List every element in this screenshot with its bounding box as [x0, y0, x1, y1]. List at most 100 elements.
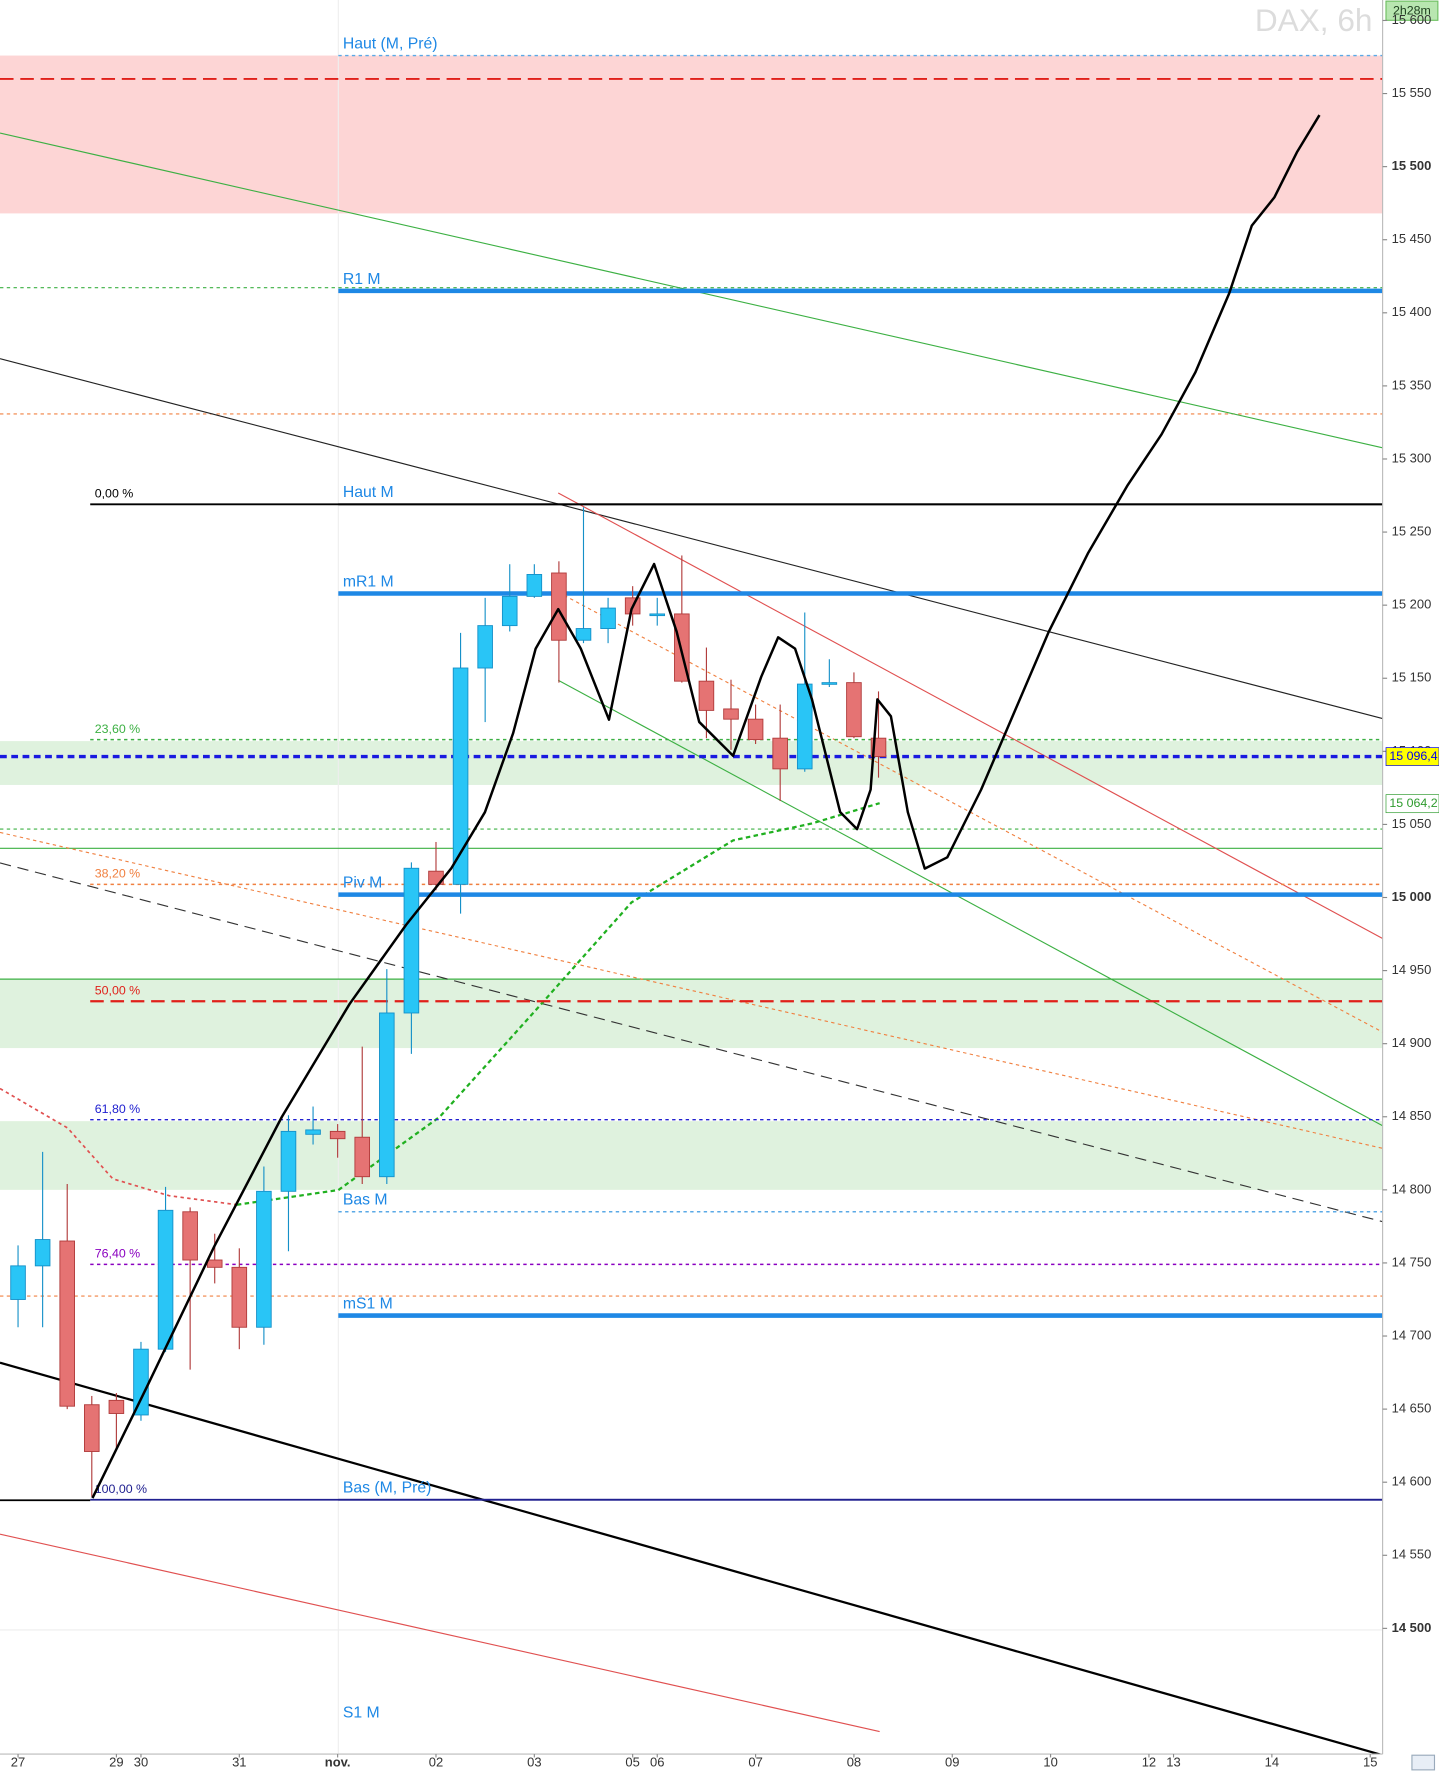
y-tick-label: 15 500: [1392, 158, 1432, 173]
level-label: R1 M: [343, 271, 381, 288]
x-tick-label: 06: [650, 1755, 664, 1770]
level-label: Piv M: [343, 874, 382, 891]
price-label: 15 096,4: [1389, 749, 1437, 763]
level-label: Haut (M, Pré): [343, 35, 438, 52]
level-label: 38,20 %: [95, 866, 140, 880]
candle-body: [698, 680, 715, 711]
y-tick-label: 14 850: [1392, 1108, 1432, 1123]
x-tick-label: 08: [847, 1755, 861, 1770]
y-tick-label: 15 550: [1392, 85, 1432, 100]
candles: [10, 507, 887, 1497]
candle-body: [59, 1240, 75, 1407]
y-tick-label: 14 900: [1392, 1035, 1432, 1050]
y-tick-label: 14 950: [1392, 962, 1432, 977]
trend-line: [0, 1533, 880, 1733]
y-tick-label: 14 600: [1392, 1474, 1432, 1489]
candle-body: [157, 1209, 174, 1350]
y-tick-label: 15 400: [1392, 304, 1432, 319]
candle-body: [133, 1348, 149, 1416]
level-label: 23,60 %: [95, 722, 140, 736]
x-tick-label: 10: [1043, 1755, 1057, 1770]
x-tick-label: 30: [134, 1755, 148, 1770]
x-tick-label: 14: [1265, 1755, 1279, 1770]
x-tick-label: 15: [1363, 1755, 1377, 1770]
drawings: [0, 78, 1383, 1757]
axes: 15 600 15 550 15 500 15 450 15 400 15 350 15 3…: [11, 12, 1439, 1770]
y-tick-label: 15 300: [1392, 450, 1432, 465]
price-label: 15 064,2: [1389, 796, 1437, 810]
candle-body: [649, 613, 666, 617]
y-tick-label: 15 150: [1392, 670, 1432, 685]
level-label: 0,00 %: [95, 486, 134, 500]
y-tick-label: 14 800: [1392, 1181, 1432, 1196]
timer-box: [1385, 0, 1439, 21]
candle-body: [477, 625, 493, 669]
levels: 0,00 % 23,60 % 38,20 % 50,00 % 61,80 % 76,40 …: [0, 35, 1383, 1722]
y-tick-label: 15 200: [1392, 597, 1432, 612]
candle-body: [379, 1012, 395, 1178]
watermark: DAX, 6h: [1255, 2, 1373, 38]
level-label: mS1 M: [343, 1295, 393, 1312]
trend-line: [0, 862, 1383, 1223]
y-tick-label: 14 700: [1392, 1327, 1432, 1342]
y-tick-label: 14 750: [1392, 1254, 1432, 1269]
level-label: Haut M: [343, 484, 394, 501]
candle-body: [231, 1266, 248, 1328]
timer: 2h28m: [1393, 4, 1431, 18]
x-tick-label: 13: [1166, 1755, 1180, 1770]
level-label: mR1 M: [343, 573, 394, 590]
x-tick-label: 31: [232, 1755, 246, 1770]
y-tick-label: 14 650: [1392, 1401, 1432, 1416]
candle-body: [526, 574, 543, 597]
zone: [0, 741, 1383, 785]
y-tick-label: 15 050: [1392, 816, 1432, 831]
level-label: Bas (M, Pré): [343, 1480, 432, 1497]
x-tick-label: 02: [429, 1755, 443, 1770]
candle-body: [821, 682, 838, 685]
x-tick-label: 29: [109, 1755, 123, 1770]
candle-body: [846, 682, 862, 738]
candle-body: [403, 867, 420, 1014]
price-label-box: [1385, 794, 1439, 814]
level-label: Bas M: [343, 1192, 388, 1209]
level-label: 50,00 %: [95, 983, 140, 997]
candle-body: [747, 718, 764, 741]
candle-body: [34, 1239, 51, 1267]
candle-body: [84, 1404, 100, 1452]
trend-line: [0, 1361, 1383, 1757]
trend-line: [557, 679, 1383, 1127]
candle-body: [182, 1211, 198, 1261]
level-label: S1 M: [343, 1705, 380, 1722]
candle-body: [10, 1265, 26, 1300]
scroll-button[interactable]: [1411, 1754, 1436, 1771]
time-axis: [0, 1754, 1439, 1771]
x-tick-label: 05: [625, 1755, 639, 1770]
candle-body: [206, 1259, 223, 1268]
candle-body: [452, 667, 469, 885]
candle-body: [280, 1130, 297, 1192]
level-label: 61,80 %: [95, 1102, 140, 1116]
zone: [0, 979, 1383, 1049]
projection-path: [91, 114, 1321, 1499]
candle-body: [796, 683, 813, 770]
candle-body: [305, 1129, 321, 1135]
y-tick-label: 15 250: [1392, 523, 1432, 538]
candle-body: [772, 737, 788, 770]
candle-body: [575, 628, 592, 641]
candle-body: [551, 572, 567, 641]
zone: [0, 55, 1383, 214]
x-tick-label: nov.: [325, 1755, 351, 1770]
x-tick-label: 03: [527, 1755, 541, 1770]
y-tick-label: 15 600: [1392, 12, 1432, 27]
y-tick-label: 15 450: [1392, 231, 1432, 246]
candle-body: [723, 708, 739, 720]
x-tick-label: 12: [1142, 1755, 1156, 1770]
y-tick-label: 14 500: [1392, 1620, 1432, 1635]
level-label: 100,00 %: [95, 1482, 147, 1496]
x-tick-label: 27: [11, 1755, 25, 1770]
price-axis: [1382, 0, 1439, 1771]
level-label: 76,40 %: [95, 1247, 140, 1261]
trend-line: [557, 492, 1383, 940]
